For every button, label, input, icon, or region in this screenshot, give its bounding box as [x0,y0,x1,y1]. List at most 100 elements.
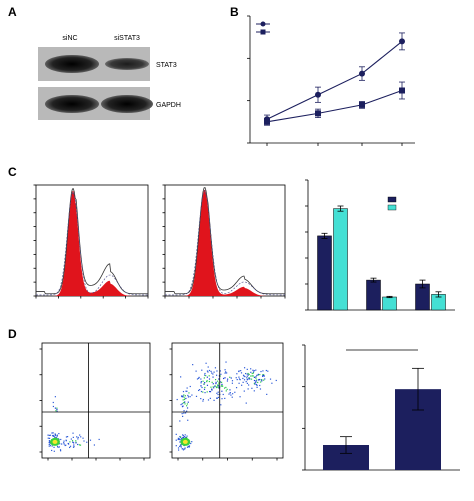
d-flow-event [47,437,49,439]
d-flow-density-peak [182,439,188,444]
panel-a: A siNC siSTAT3 STAT3 GAPDH [8,5,181,120]
d-flow-event [246,382,248,384]
d-flow-event [200,385,202,387]
c-bar-legend-swatch-1 [387,204,397,211]
d-flow-event [271,382,273,384]
d-flow-event [186,435,188,437]
d-flow-event [189,396,191,398]
d-flow-event [247,374,249,376]
d-flow-event [178,438,180,440]
d-flow-event [242,377,244,380]
d-flow-event [54,396,56,398]
d-flow-event [52,435,55,437]
d-flow-event [221,384,223,386]
d-flow-event [253,379,256,382]
d-flow-event [232,393,234,395]
d-flow-event [253,370,255,372]
d-flow-event [245,402,247,404]
d-flow-event [212,376,214,378]
d-flow-event [79,434,81,436]
d-flow-event [235,377,237,379]
c-hist-fill-0 [36,190,148,296]
d-flow-event [217,391,219,393]
d-flow-event [222,393,224,396]
d-flow-event [248,377,250,379]
cell-cycle-bar-chart [305,179,455,311]
d-flow-event [180,376,182,378]
d-flow-event [252,372,254,374]
d-flow-event [181,448,183,450]
c-hist-envelope-0 [35,188,148,295]
d-flow-event [246,375,248,377]
d-flow-event [51,445,53,447]
d-flow-event [251,375,253,377]
d-flow-event [48,437,51,439]
d-flow-event [72,432,74,434]
c-bar-1 [333,208,348,311]
blot-lane-label-2: siSTAT3 [114,35,140,42]
d-flow-event [63,440,65,442]
d-flow-event [186,407,189,409]
d-flow-event [217,384,219,386]
d-flow-event [213,387,215,389]
d-flow-event [86,441,88,443]
d-flow-event [262,374,264,376]
d-flow-event [263,374,265,376]
d-flow-event [256,384,258,387]
d-flow-event [259,384,261,387]
d-flow-event [211,388,213,390]
d-flow-event [267,370,269,372]
d-flow-event [180,403,182,406]
d-flow-event [202,400,204,402]
d-flow-event [252,375,254,377]
d-flow-event [216,370,218,372]
d-flow-event [261,379,263,381]
d-flow-event [262,375,264,377]
d-flow-event [59,449,62,451]
d-flow-event [218,382,220,384]
d-flow-event [204,392,206,394]
d-flow-event [224,377,226,379]
d-flow-event [181,413,183,415]
d-flow-event [224,397,226,400]
d-flow-event [78,444,81,446]
d-flow-event [265,369,267,372]
d-flow-event [211,372,213,374]
d-flow-event [208,369,211,372]
d-flow-event [219,370,221,372]
d-flow-event [186,387,188,389]
d-flow-event [213,399,215,401]
d-flow-event [185,397,187,400]
cell-cycle-histograms [33,184,286,299]
d-flow-event [238,376,240,378]
d-flow-event [76,436,78,438]
d-flow-event [260,381,262,383]
d-flow-event [49,434,52,436]
d-flow-event [175,433,177,435]
d-flow-event [186,390,188,392]
d-flow-event [269,378,272,380]
d-flow-event [77,443,79,446]
d-flow-event [54,433,56,435]
d-flow-event [263,375,265,377]
d-flow-event [183,394,185,396]
d-flow-event [206,376,208,378]
d-flow-event [197,389,200,392]
d-flow-event [186,410,188,412]
d-flow-event [231,382,233,384]
d-flow-event [218,387,220,389]
d-flow-event [263,374,265,377]
d-flow-event [206,370,209,372]
d-flow-event [259,388,262,390]
d-flow-event [176,398,178,401]
c-bar-0 [366,279,381,311]
d-flow-event [259,373,261,376]
d-flow-event [182,448,184,450]
d-flow-event [182,405,184,407]
d-flow-event [221,398,223,400]
d-flow-event [255,376,257,378]
d-flow-event [211,389,213,391]
d-flow-event [187,419,189,421]
d-flow-event [57,446,59,448]
d-flow-event [73,444,75,446]
